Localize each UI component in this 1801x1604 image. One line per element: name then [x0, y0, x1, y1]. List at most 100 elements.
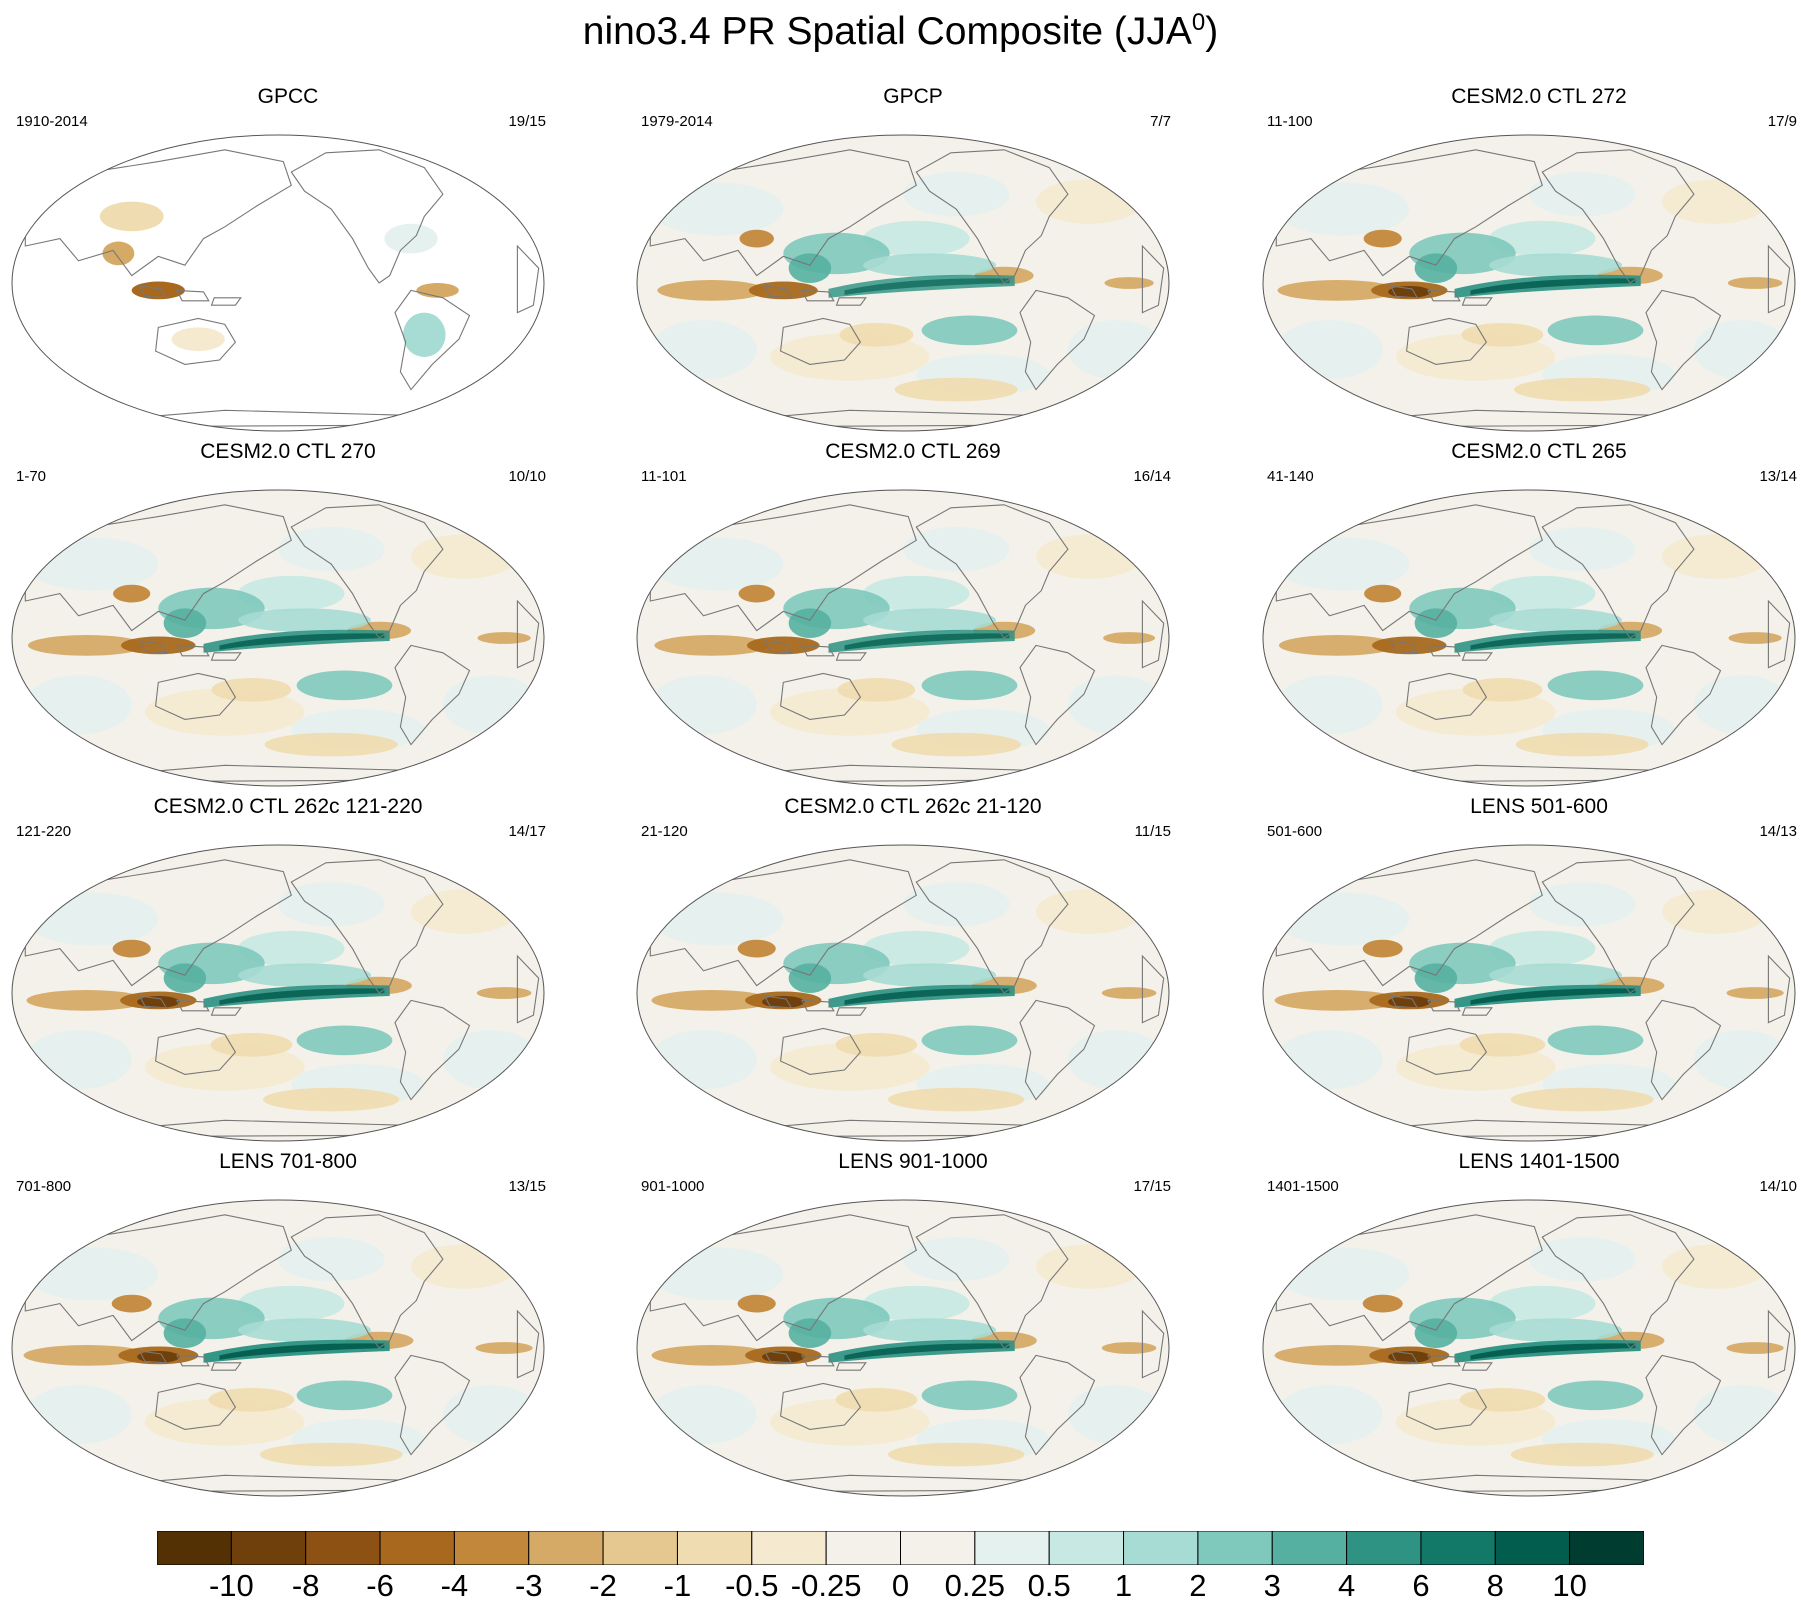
dry-anomaly-core	[1388, 995, 1431, 1008]
anomaly-patch	[25, 1385, 132, 1445]
wet-anomaly	[1547, 315, 1644, 346]
coastline	[915, 504, 1069, 639]
equatorial-wet-core	[219, 633, 385, 650]
wet-anomaly	[1414, 253, 1458, 283]
coastline	[1767, 1309, 1791, 1379]
anomaly-patch	[650, 892, 784, 946]
anomaly-patch	[1662, 889, 1769, 934]
anomaly-patch	[1067, 1030, 1164, 1090]
coastline	[516, 954, 540, 1024]
colorbar-tick-label: 0.25	[944, 1568, 1006, 1603]
anomaly-patch	[278, 882, 385, 927]
anomaly-patch	[442, 675, 539, 735]
panel-years: 1-70	[16, 468, 47, 485]
coastline	[800, 644, 835, 657]
precip-map	[11, 1199, 545, 1497]
anomaly-patch	[1276, 1247, 1410, 1301]
dry-anomaly	[654, 635, 769, 656]
wet-anomaly	[1489, 608, 1623, 633]
colorbar-tick-label: 6	[1412, 1568, 1430, 1603]
coastline	[24, 504, 292, 632]
colorbar-tick-label: -4	[440, 1568, 469, 1603]
map-panel: CESM2.0 CTL 262c 21-120 21-120 11/15	[633, 795, 1193, 1145]
coastline	[1461, 1007, 1493, 1016]
dry-anomaly	[211, 677, 292, 702]
coastline	[210, 652, 242, 661]
coastline	[649, 1214, 917, 1342]
panel-years: 1401-1500	[1267, 1178, 1339, 1195]
colorbar-box	[1271, 1531, 1348, 1565]
dry-anomaly	[1727, 277, 1783, 289]
coastline	[1275, 149, 1543, 277]
dry-anomaly-core	[137, 995, 180, 1008]
coastline	[1461, 297, 1493, 306]
coastline	[1767, 599, 1791, 669]
precip-map	[1262, 1199, 1796, 1497]
panel-years: 701-800	[16, 1178, 72, 1195]
anomaly-patch	[1529, 882, 1636, 927]
wet-anomaly	[296, 1025, 393, 1056]
anomaly-patch	[1276, 182, 1410, 236]
map-panel: GPCP 1979-2014 7/7	[633, 85, 1193, 435]
coastline	[516, 244, 540, 314]
panel-years: 41-140	[1267, 468, 1314, 485]
panel-years: 501-600	[1267, 823, 1323, 840]
dry-anomaly	[23, 1345, 150, 1366]
coastline	[138, 995, 168, 1009]
wet-anomaly	[863, 963, 997, 988]
wet-anomaly	[863, 608, 997, 633]
panel-years: 21-120	[641, 823, 688, 840]
coastline	[780, 317, 862, 365]
anomaly-patch	[238, 575, 345, 612]
dry-anomaly	[477, 632, 531, 644]
dry-anomaly	[259, 1442, 403, 1467]
map-panel: LENS 901-1000 901-1000 17/15	[633, 1150, 1193, 1500]
coastline	[800, 999, 835, 1012]
map-outline	[1262, 1199, 1796, 1497]
coastline	[1389, 995, 1419, 1009]
panel-title: CESM2.0 CTL 269	[825, 440, 1001, 463]
dry-anomaly	[737, 1294, 776, 1313]
colorbar-box	[676, 1531, 753, 1565]
panel-title: CESM2.0 CTL 262c 121-220	[153, 795, 423, 818]
anomaly-patch	[1529, 172, 1636, 217]
coastline	[763, 285, 793, 299]
anomaly-patch	[1662, 179, 1769, 224]
colorbar-box	[379, 1531, 455, 1565]
dry-anomaly	[26, 990, 147, 1011]
map-panel: GPCC 1910-2014 19/15	[8, 85, 568, 435]
dry-anomaly-core	[1388, 1350, 1431, 1363]
colorbar-box	[1048, 1531, 1125, 1565]
coastline	[1019, 999, 1096, 1101]
colorbar-labels: -10 -8 -6 -4 -3 -2 -1 -0.5 -0.25 0 0.25 0.5 1 2 3 4 6 8 10	[0, 1568, 1801, 1604]
dry-anomaly	[1726, 987, 1784, 999]
anomaly-patch	[1067, 1385, 1164, 1445]
anomaly-patch	[1036, 1244, 1143, 1289]
anomaly-patch	[1662, 1244, 1769, 1289]
coastline	[1426, 289, 1461, 302]
coastline	[290, 149, 444, 284]
equatorial-wet-core	[844, 1343, 1010, 1360]
coastline	[24, 859, 292, 987]
panel-title: GPCP	[883, 85, 943, 108]
colorbar-box	[528, 1531, 604, 1565]
precip-map	[636, 134, 1170, 432]
dry-anomaly	[1510, 1442, 1654, 1467]
dry-anomaly	[1362, 1294, 1403, 1313]
coastline	[1461, 652, 1493, 661]
coastline	[1426, 999, 1461, 1012]
land-anomaly	[384, 223, 438, 254]
dry-anomaly	[1101, 1342, 1157, 1354]
dry-anomaly	[1728, 632, 1782, 644]
dry-anomaly	[738, 584, 775, 603]
coastline	[1541, 504, 1695, 639]
equatorial-wet-core	[219, 988, 385, 1005]
anomaly-patch	[1036, 179, 1143, 224]
colorbar-tick-label: -2	[589, 1568, 617, 1603]
anomaly-patch	[650, 537, 784, 591]
panel-event-count: 19/15	[508, 113, 546, 130]
wet-anomaly	[163, 963, 207, 993]
equatorial-wet-core	[1470, 988, 1636, 1005]
colorbar-box	[305, 1531, 381, 1565]
panel-years: 1979-2014	[641, 113, 713, 130]
